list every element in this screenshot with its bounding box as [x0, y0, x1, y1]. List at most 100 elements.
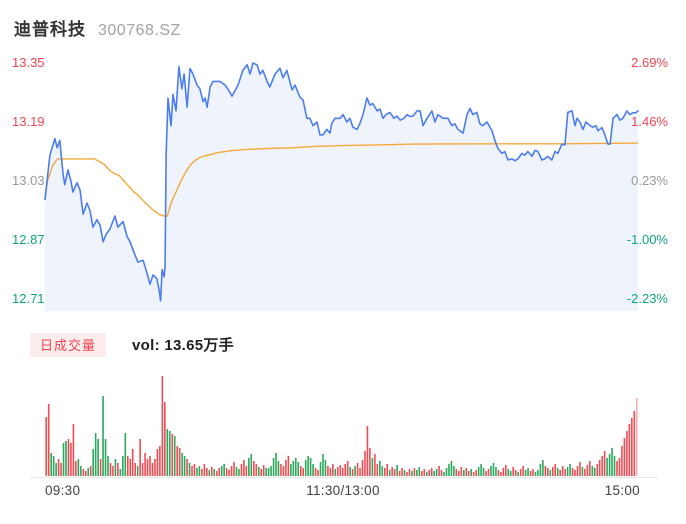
- volume-bar: [220, 466, 223, 476]
- volume-bar: [327, 466, 329, 476]
- volume-bar: [299, 466, 302, 476]
- volume-bar: [124, 433, 127, 476]
- volume-bar: [388, 470, 391, 476]
- volume-bar: [319, 462, 322, 476]
- volume-bar: [245, 466, 248, 476]
- volume-bar: [139, 439, 141, 476]
- volume-bar: [430, 468, 433, 476]
- volume-bar: [94, 433, 97, 476]
- volume-bar: [448, 464, 450, 476]
- volume-bar: [581, 467, 584, 476]
- volume-bar: [532, 469, 534, 476]
- volume-bar: [398, 471, 401, 476]
- volume-bar: [519, 469, 522, 476]
- volume-bar: [487, 469, 490, 476]
- volume-bar: [265, 468, 267, 476]
- volume-bar: [346, 461, 349, 476]
- volume-bar: [524, 470, 527, 476]
- volume-legend-badge[interactable]: 日成交量: [30, 332, 106, 357]
- volume-bar: [554, 464, 557, 476]
- volume-bar: [606, 458, 608, 476]
- volume-bar: [272, 458, 275, 476]
- volume-bar: [223, 464, 225, 476]
- volume-bar: [210, 467, 213, 476]
- volume-bar: [505, 465, 507, 476]
- volume-bar: [201, 469, 203, 476]
- volume-bar: [601, 456, 603, 476]
- volume-bar: [55, 463, 57, 476]
- volume-bar: [218, 468, 220, 476]
- volume-bar: [356, 463, 359, 476]
- volume-bar: [151, 463, 154, 476]
- volume-bar: [458, 471, 460, 476]
- price-tick-label: 12.71: [12, 291, 45, 306]
- time-axis-separator-line: [30, 477, 658, 478]
- volume-bar: [616, 461, 618, 476]
- volume-legend-row: 日成交量 vol: 13.65万手: [30, 332, 234, 357]
- volume-bar: [472, 472, 475, 476]
- volume-bar: [556, 468, 559, 476]
- volume-bar: [421, 471, 423, 476]
- volume-bar: [507, 469, 510, 476]
- volume-bar: [544, 466, 547, 476]
- volume-bar: [537, 470, 539, 476]
- volume-bar: [294, 458, 297, 476]
- volume-bar: [117, 463, 119, 476]
- volume-bar: [631, 418, 633, 476]
- volume-bar: [213, 469, 216, 476]
- volume-bar: [514, 470, 517, 476]
- volume-bar: [522, 466, 524, 476]
- volume-bar: [129, 459, 132, 476]
- volume-bar: [141, 463, 144, 476]
- volume-bar: [418, 467, 421, 476]
- volume-bar: [435, 469, 438, 476]
- time-label-1500: 15:00: [604, 483, 640, 498]
- volume-bar: [485, 471, 487, 476]
- volume-bar: [188, 463, 191, 476]
- volume-bar: [102, 396, 104, 476]
- price-tick-label: 13.19: [12, 114, 45, 129]
- volume-bar: [475, 470, 477, 476]
- volume-bar: [527, 468, 529, 476]
- volume-bar: [314, 468, 317, 476]
- volume-bar: [238, 469, 240, 476]
- price-tick-label: 12.87: [12, 232, 45, 247]
- volume-bar: [621, 446, 623, 476]
- volume-bar: [193, 464, 196, 476]
- volume-bar: [336, 467, 339, 476]
- volume-bar: [490, 466, 492, 476]
- volume-bar: [502, 468, 505, 476]
- volume-bar: [574, 470, 576, 476]
- volume-bar: [517, 472, 519, 476]
- volume-bar: [50, 453, 52, 476]
- volume-bar: [603, 451, 606, 476]
- stock-name: 迪普科技: [14, 20, 86, 39]
- volume-bar: [243, 460, 245, 476]
- volume-bar: [440, 470, 443, 476]
- volume-bar: [470, 469, 473, 476]
- volume-bar: [181, 453, 183, 476]
- volume-bar: [564, 469, 566, 476]
- volume-bar: [561, 466, 564, 476]
- volume-bar: [559, 470, 561, 476]
- percent-tick-label: -1.00%: [626, 232, 668, 247]
- volume-bar: [89, 466, 92, 476]
- volume-bar: [584, 469, 586, 476]
- price-area-fill: [45, 63, 638, 311]
- volume-bar: [109, 463, 112, 476]
- volume-bar: [482, 468, 485, 476]
- volume-bar: [82, 469, 85, 476]
- volume-value-text: vol: 13.65万手: [132, 337, 234, 354]
- volume-bar: [191, 466, 193, 476]
- volume-bar: [47, 404, 50, 476]
- volume-bar: [611, 448, 613, 476]
- volume-bar: [341, 468, 344, 476]
- volume-bar: [480, 464, 482, 476]
- percent-tick-label: 0.23%: [631, 173, 668, 188]
- volume-bar: [122, 456, 124, 476]
- time-label-1130-1300: 11:30/13:00: [306, 483, 380, 498]
- volume-bar: [233, 462, 235, 476]
- volume-bar: [369, 448, 371, 476]
- volume-bar: [104, 439, 107, 476]
